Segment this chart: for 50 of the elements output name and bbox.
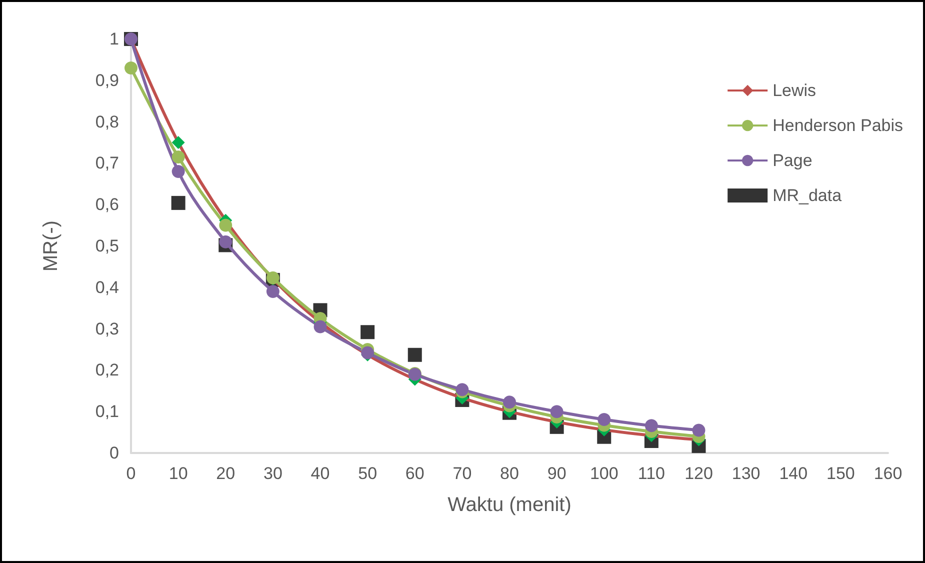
y-axis-title: MR(-)	[40, 220, 62, 272]
point	[598, 412, 611, 426]
point	[360, 325, 375, 340]
point	[692, 424, 706, 437]
y-tick-label: 0,4	[95, 278, 119, 297]
point	[408, 348, 422, 362]
legend-label: Henderson Pabis	[772, 116, 904, 135]
x-tick-label: 100	[590, 464, 618, 483]
x-tick-label: 140	[779, 464, 808, 483]
x-tick-label: 40	[310, 464, 330, 483]
point	[172, 136, 185, 149]
point	[503, 396, 516, 409]
y-tick-label: 0,1	[95, 402, 119, 422]
y-tick-label: 0,2	[95, 360, 119, 380]
x-tick-label: 90	[547, 464, 566, 483]
point	[550, 405, 564, 418]
y-tick-label: 0,7	[95, 154, 119, 173]
x-tick-label: 160	[874, 464, 902, 483]
point	[219, 235, 232, 248]
x-tick-label: 10	[168, 464, 188, 483]
x-tick-label: 110	[638, 464, 665, 483]
legend-label: Lewis	[772, 81, 816, 100]
y-tick-label: 0,9	[95, 70, 119, 90]
y-tick-label: 0,5	[95, 236, 119, 256]
point	[172, 164, 185, 178]
x-tick-label: 50	[358, 464, 378, 483]
point	[171, 196, 186, 210]
y-tick-label: 0,6	[95, 195, 119, 214]
legend-label: MR_data	[772, 186, 842, 205]
point	[314, 320, 327, 334]
y-tick-label: 1	[110, 30, 119, 48]
y-tick-label: 0,3	[95, 319, 119, 338]
x-tick-label: 0	[126, 464, 136, 483]
x-tick-label: 130	[732, 464, 760, 483]
point	[219, 218, 232, 232]
x-tick-label: 120	[684, 464, 713, 483]
x-tick-label: 70	[452, 464, 472, 483]
point	[266, 285, 280, 298]
legend-label: Page	[772, 151, 812, 170]
x-axis-title: Waktu (menit)	[448, 494, 572, 516]
x-tick-label: 80	[500, 464, 519, 483]
point	[124, 61, 138, 74]
x-tick-label: 20	[216, 464, 236, 483]
y-tick-label: 0,8	[95, 112, 119, 132]
x-tick-label: 150	[826, 464, 855, 483]
x-tick-label: 60	[405, 464, 424, 483]
point	[172, 150, 185, 164]
y-tick-label: 0	[110, 444, 119, 462]
point	[644, 419, 658, 432]
x-tick-label: 30	[263, 464, 282, 483]
